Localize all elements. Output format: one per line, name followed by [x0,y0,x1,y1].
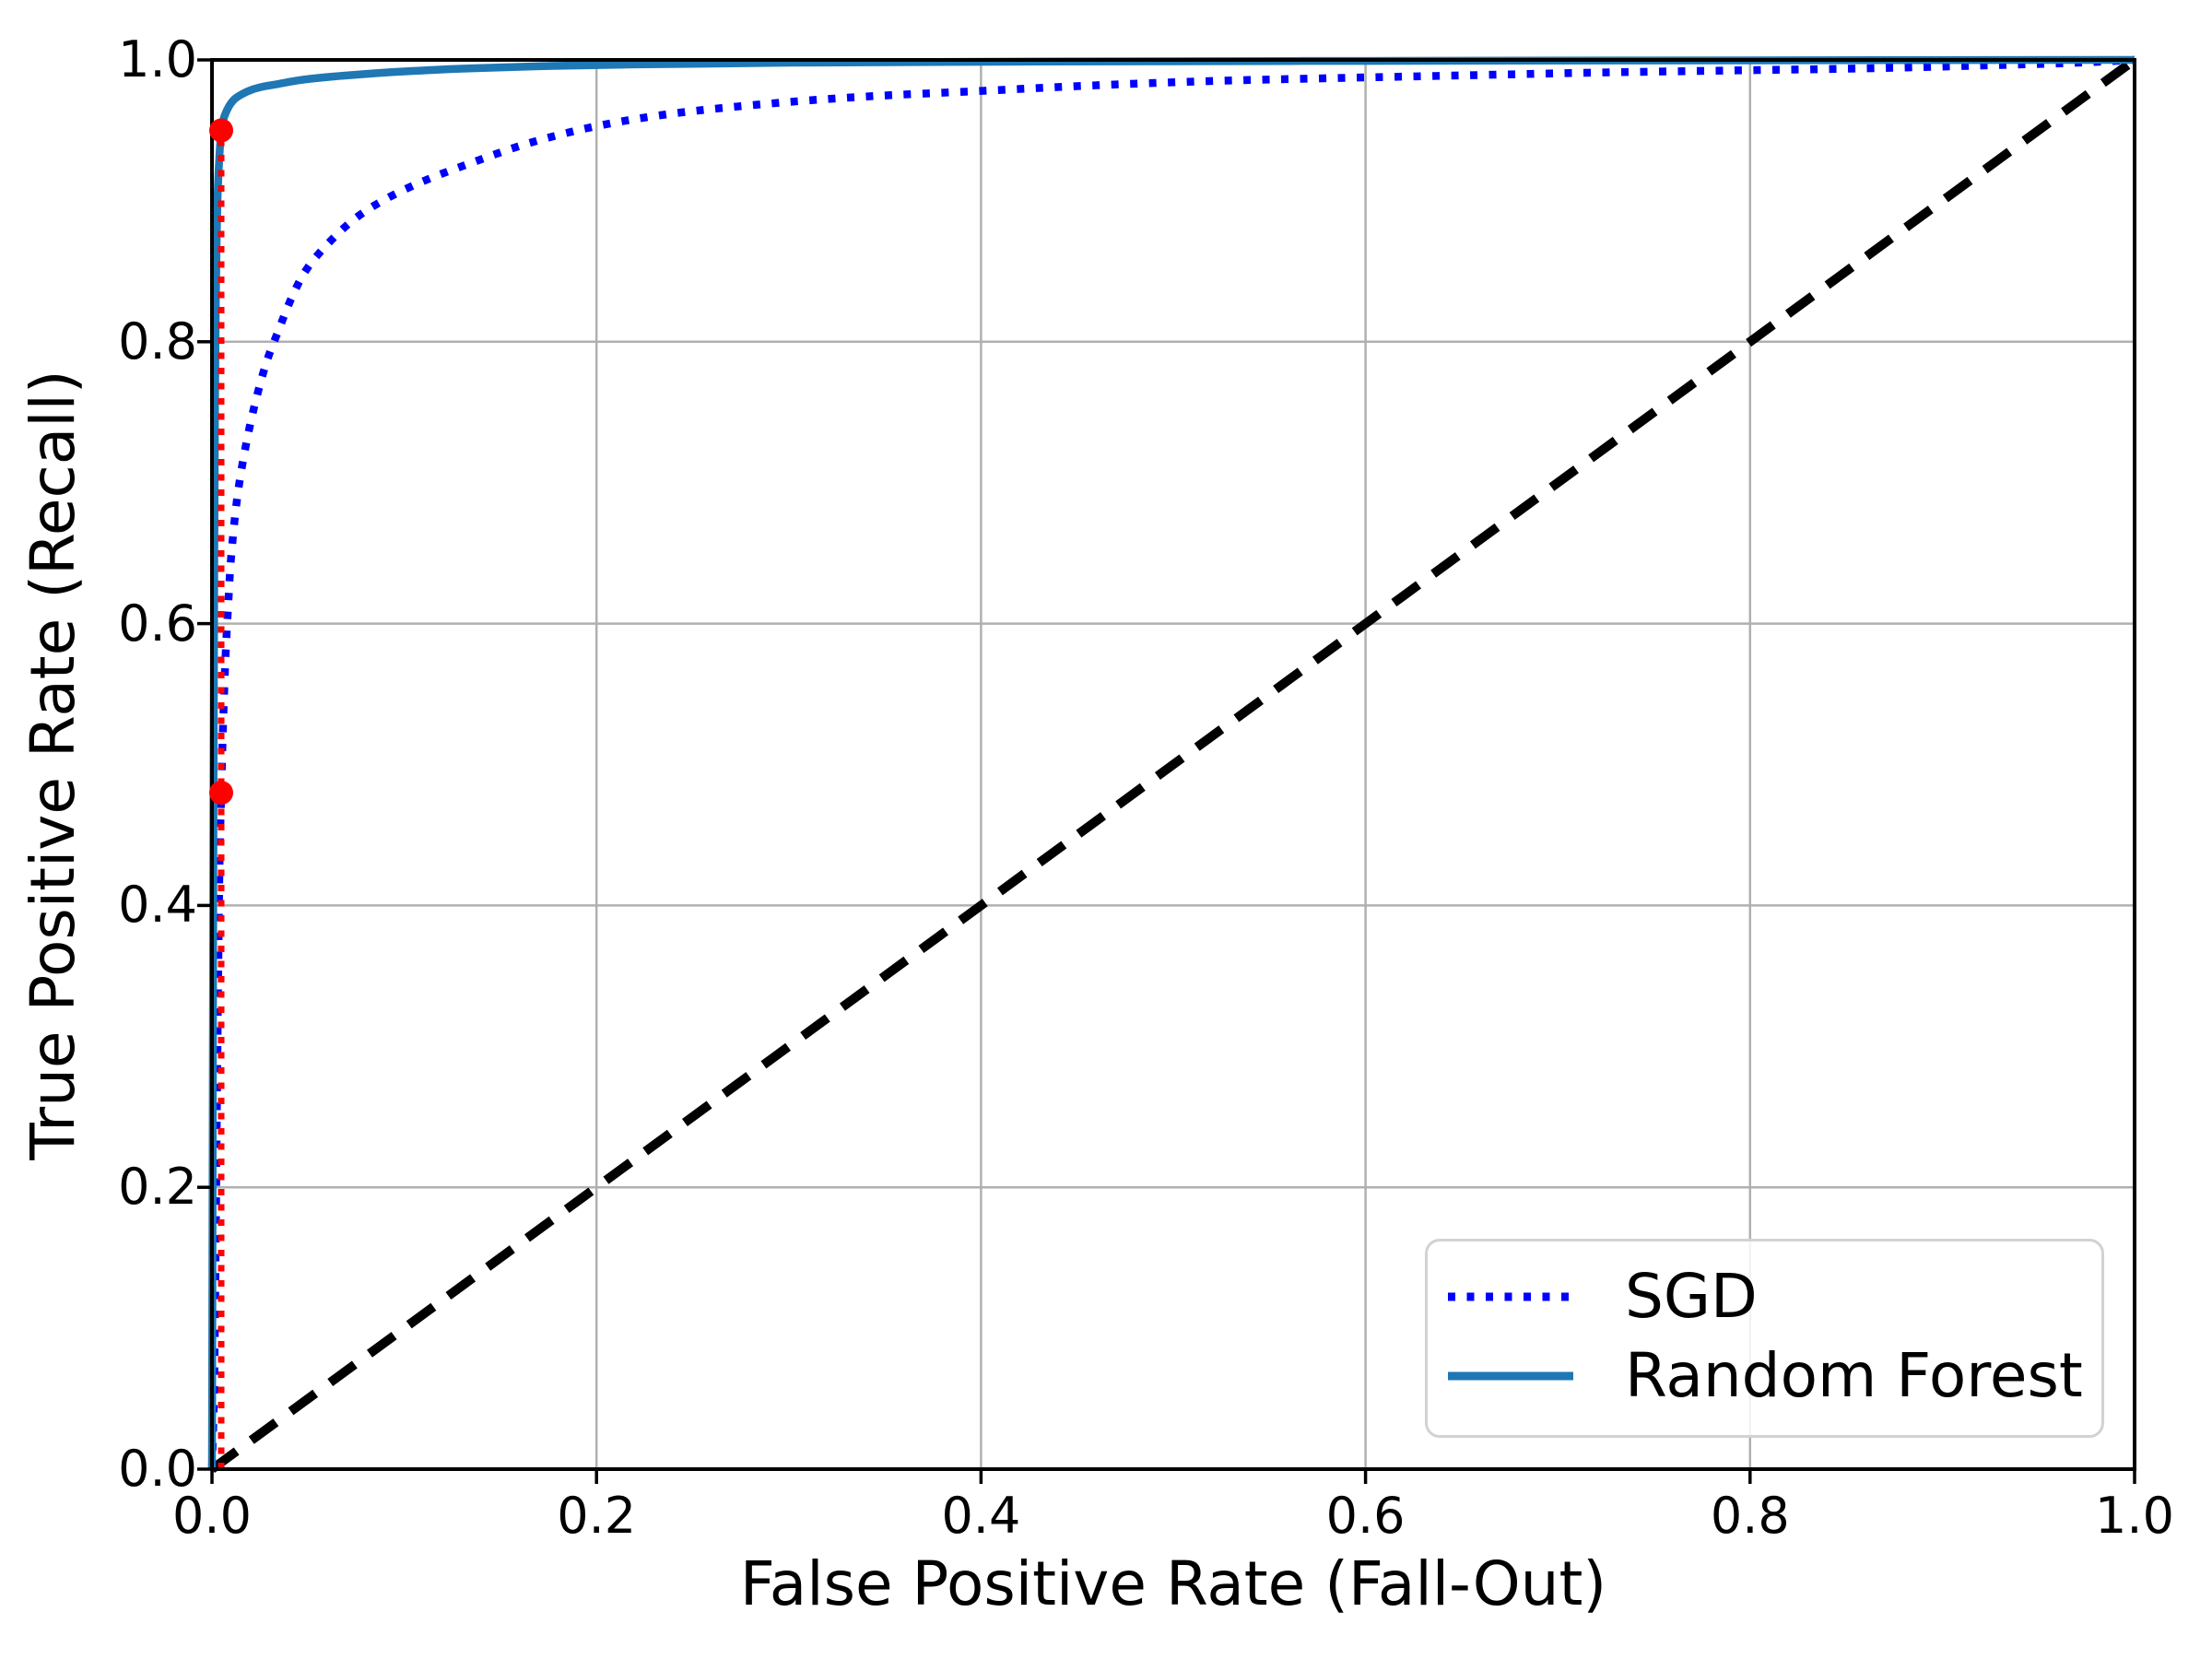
legend: SGD Random Forest [1425,1239,2104,1438]
roc-curve-sgd [207,55,2136,1470]
x-tick-label: 0.8 [1710,1487,1790,1545]
y-tick-label: 0.8 [118,312,197,371]
legend-item-random-forest: Random Forest [1446,1346,2083,1406]
legend-item-sgd: SGD [1446,1260,2079,1332]
chance-diagonal-line [209,55,2137,1474]
y-tick-label: 0.2 [118,1158,197,1217]
threshold-marker [209,118,234,143]
y-tick-label: 1.0 [118,30,197,88]
y-tick-label: 0.4 [118,876,197,935]
legend-line-sample [1448,1292,1573,1301]
legend-item-label: Random Forest [1625,1340,2083,1412]
x-tick-label: 0.0 [172,1487,252,1545]
x-axis-label: False Positive Rate (Fall-Out) [739,1548,1607,1619]
x-tick-label: 1.0 [2095,1487,2174,1545]
plot-border [210,58,2136,1471]
legend-line-sample [1448,1371,1573,1381]
legend-item-label: SGD [1625,1260,1758,1332]
x-tick-label: 0.2 [557,1487,637,1545]
y-tick-label: 0.0 [118,1440,197,1498]
x-tick-label: 0.4 [941,1487,1021,1545]
y-tick-label: 0.6 [118,594,197,653]
x-tick-label: 0.6 [1325,1487,1406,1545]
y-axis-label: True Positive Rate (Recall) [18,370,88,1160]
threshold-marker [209,781,234,806]
